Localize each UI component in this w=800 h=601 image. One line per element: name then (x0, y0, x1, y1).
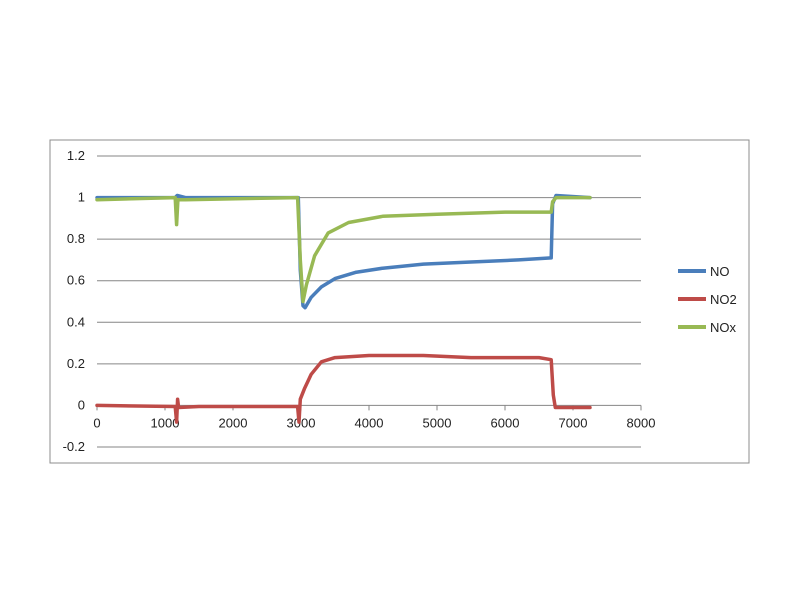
y-tick-label: 0.2 (67, 356, 85, 371)
series-lines (95, 193, 592, 424)
x-tick-label: 0 (93, 415, 100, 430)
y-tick-label: 1.2 (67, 148, 85, 163)
y-tick-label: 1 (78, 190, 85, 205)
series-line-nox (95, 195, 592, 304)
y-tick-label: 0 (78, 397, 85, 412)
x-tick-label: 1000 (151, 415, 180, 430)
y-tick-label: 0.4 (67, 314, 85, 329)
x-tick-label: 6000 (491, 415, 520, 430)
x-axis-tick-labels: 0 1000 2000 3000 4000 5000 6000 7000 8000 (93, 405, 655, 430)
y-axis-tick-labels: -0.2 0 0.2 0.4 0.6 0.8 1 1.2 (63, 148, 85, 454)
legend: NO NO2 NOx (678, 264, 737, 335)
x-tick-label: 8000 (627, 415, 656, 430)
y-tick-label: 0.6 (67, 273, 85, 288)
x-tick-label: 3000 (287, 415, 316, 430)
series-line-no2 (95, 353, 592, 424)
legend-label-no: NO (710, 264, 730, 279)
x-tick-label: 4000 (355, 415, 384, 430)
y-tick-label: -0.2 (63, 439, 85, 454)
x-tick-label: 5000 (423, 415, 452, 430)
x-tick-label: 7000 (559, 415, 588, 430)
x-tick-label: 2000 (219, 415, 248, 430)
y-tick-label: 0.8 (67, 231, 85, 246)
chart-border (49, 139, 750, 464)
legend-label-no2: NO2 (710, 292, 737, 307)
legend-label-nox: NOx (710, 320, 737, 335)
